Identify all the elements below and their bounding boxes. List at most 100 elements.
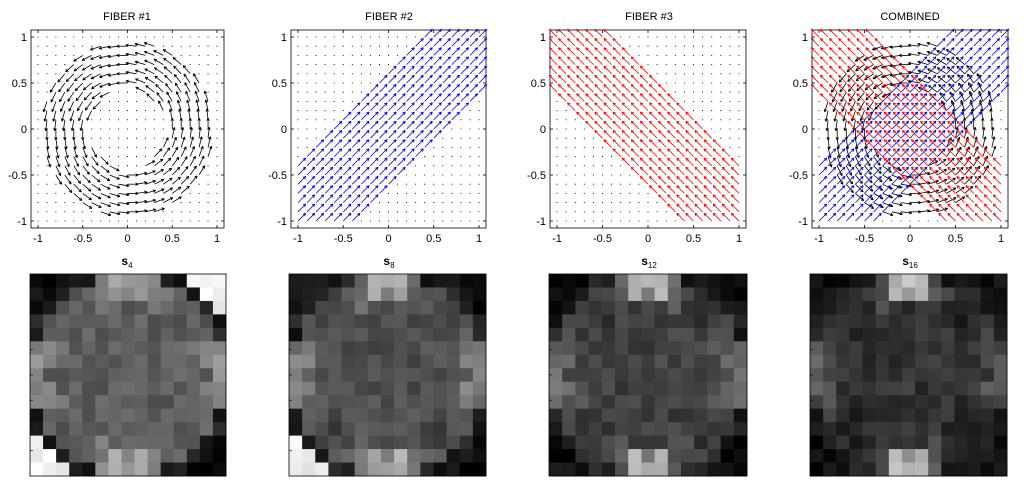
vector-arrow (73, 55, 83, 62)
vector-arrow (947, 212, 956, 222)
vector-arrow (908, 70, 920, 75)
grid-point (556, 165, 558, 167)
vector-arrow (873, 183, 884, 191)
grid-point (629, 174, 631, 176)
heatmap-cell (82, 462, 96, 477)
vector-arrow (154, 178, 165, 185)
grid-point (55, 54, 57, 56)
heatmap-cell (862, 381, 877, 396)
vector-arrow (856, 82, 865, 92)
heatmap-cell (707, 408, 721, 423)
vector-arrow (469, 56, 479, 65)
vector-arrow (676, 111, 685, 121)
vector-arrow (947, 111, 956, 121)
vector-arrow (891, 165, 902, 172)
heatmap-cell (875, 354, 890, 369)
heatmap-cell (147, 300, 162, 315)
grid-point (306, 64, 308, 66)
vector-arrow (184, 82, 191, 93)
heatmap-cell (302, 449, 316, 463)
heatmap-cell (928, 341, 942, 356)
heatmap-cell (30, 435, 44, 450)
heatmap-cell (173, 368, 188, 383)
vector-arrow (639, 93, 649, 102)
heatmap-cell (134, 422, 148, 436)
heatmap-cell (302, 287, 316, 302)
vector-arrow (712, 176, 722, 185)
grid-point (126, 91, 129, 93)
heatmap-cell (433, 287, 447, 302)
heatmap-cell (849, 422, 863, 436)
vector-arrow (855, 165, 862, 176)
heatmap-cell (667, 449, 682, 463)
heatmap-cell (588, 449, 603, 463)
vector-arrow (712, 194, 722, 203)
vector-arrow (397, 157, 406, 167)
vector-arrow (442, 93, 451, 102)
vector-arrow (361, 139, 370, 148)
vector-arrow (171, 176, 181, 185)
vector-arrow (882, 165, 892, 173)
heatmap-cell (901, 462, 916, 477)
vector-arrow (603, 47, 612, 56)
vector-arrow (333, 176, 343, 185)
vector-arrow (892, 157, 902, 167)
vector-arrow (567, 102, 576, 111)
grid-point (601, 165, 604, 167)
heatmap-cell (823, 435, 837, 450)
heatmap-cell (30, 368, 44, 383)
vector-arrow (154, 75, 164, 84)
vector-arrow (880, 45, 892, 50)
heatmap-cell (733, 408, 748, 423)
heatmap-cell (967, 341, 982, 356)
grid-point (333, 91, 335, 93)
heatmap-cell (862, 449, 877, 463)
heatmap-cell (641, 395, 655, 410)
heatmap-cell (289, 274, 303, 288)
vector-arrow (397, 84, 406, 93)
vector-arrow (910, 176, 920, 185)
vector-arrow (676, 102, 685, 111)
vector-arrow (856, 111, 865, 121)
vector-arrow (937, 120, 946, 130)
heatmap-cell (862, 354, 877, 369)
heatmap-cell (95, 435, 109, 450)
vector-arrow (937, 75, 947, 84)
vector-arrow (676, 176, 685, 185)
heatmap-cell (823, 274, 837, 288)
vector-arrow (964, 47, 973, 56)
grid-point (900, 220, 902, 222)
grid-point (37, 156, 39, 158)
grid-point (216, 220, 218, 222)
grid-point (711, 82, 713, 84)
vector-arrow (100, 211, 112, 217)
heatmap-cell (694, 395, 708, 410)
heatmap-cell (95, 395, 109, 410)
grid-point (891, 220, 893, 222)
vector-arrow (60, 110, 66, 122)
grid-point (135, 165, 137, 167)
grid-point (583, 220, 585, 222)
vector-arrow (621, 120, 631, 130)
grid-point (144, 36, 146, 38)
vector-arrow (938, 185, 947, 194)
heatmap-cell (69, 395, 83, 410)
vector-arrow (55, 156, 61, 168)
vector-arrow (927, 102, 937, 111)
vector-arrow (865, 111, 874, 121)
heatmap-cell (641, 341, 655, 356)
vector-arrow (900, 157, 910, 167)
vector-arrow (883, 111, 893, 121)
vector-arrow (639, 84, 649, 93)
vector-arrow (658, 120, 667, 130)
vector-arrow (909, 120, 919, 130)
grid-point (574, 183, 576, 185)
vector-arrow (883, 120, 893, 130)
vector-arrow (864, 82, 874, 91)
vector-arrow (946, 38, 955, 47)
vector-arrow (891, 139, 900, 148)
vector-arrow (415, 148, 424, 157)
vector-arrow (46, 147, 51, 159)
vector-arrow (980, 108, 984, 120)
grid-point (583, 211, 585, 213)
